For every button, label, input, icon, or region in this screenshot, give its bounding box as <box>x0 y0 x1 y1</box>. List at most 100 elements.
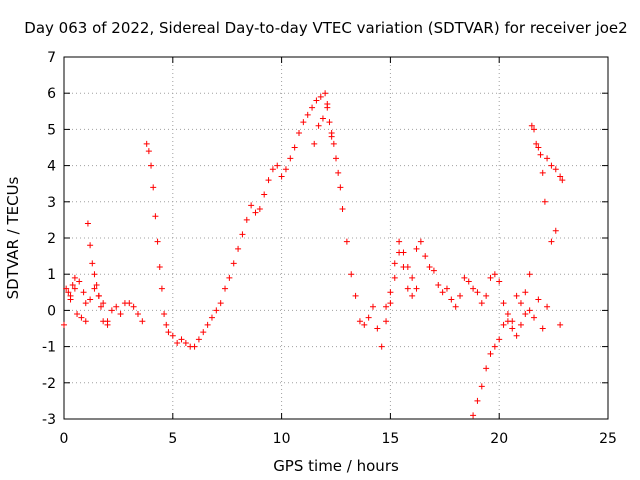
data-point <box>63 285 70 292</box>
data-point <box>134 311 141 318</box>
data-point <box>311 140 318 147</box>
data-point <box>470 285 477 292</box>
data-point <box>531 314 538 321</box>
data-point <box>513 292 520 299</box>
data-point <box>269 166 276 173</box>
data-point <box>531 126 538 133</box>
data-point <box>148 162 155 169</box>
data-point <box>222 285 229 292</box>
data-point <box>387 289 394 296</box>
y-tick-label: -1 <box>42 340 56 356</box>
data-point <box>322 90 329 97</box>
x-axis-label: GPS time / hours <box>273 457 399 475</box>
data-point <box>352 292 359 299</box>
data-point <box>533 140 540 147</box>
data-point <box>87 242 94 249</box>
x-tick-label: 20 <box>490 431 508 447</box>
y-tick-label: 5 <box>47 122 56 138</box>
data-point <box>230 260 237 267</box>
data-point <box>300 119 307 126</box>
x-tick-label: 5 <box>168 431 177 447</box>
data-point <box>557 321 564 328</box>
data-point <box>169 332 176 339</box>
data-point <box>91 285 98 292</box>
data-point <box>474 397 481 404</box>
data-point <box>369 303 376 310</box>
data-point <box>87 296 94 303</box>
data-point <box>526 307 533 314</box>
data-point <box>513 332 520 339</box>
x-tick-label: 10 <box>273 431 291 447</box>
data-point <box>69 282 76 289</box>
data-point <box>95 292 102 299</box>
y-tick-label: 1 <box>47 267 56 283</box>
data-point <box>361 321 368 328</box>
data-point <box>539 325 546 332</box>
data-point <box>117 311 124 318</box>
data-point <box>559 177 566 184</box>
data-point <box>261 191 268 198</box>
data-point <box>404 285 411 292</box>
data-point <box>243 216 250 223</box>
data-point <box>204 321 211 328</box>
data-point <box>378 343 385 350</box>
data-point <box>282 166 289 173</box>
data-point <box>326 119 333 126</box>
data-point <box>195 336 202 343</box>
y-tick-label: 2 <box>47 231 56 247</box>
data-point <box>324 104 331 111</box>
data-point <box>526 271 533 278</box>
data-point <box>548 162 555 169</box>
data-point <box>113 303 120 310</box>
data-point <box>174 339 181 346</box>
data-point <box>200 329 207 336</box>
data-point <box>496 336 503 343</box>
data-point <box>154 238 161 245</box>
x-tick-label: 0 <box>60 431 69 447</box>
data-point <box>191 343 198 350</box>
data-point <box>65 289 72 296</box>
data-point <box>100 300 107 307</box>
data-point <box>539 169 546 176</box>
data-point <box>330 140 337 147</box>
data-point <box>161 311 168 318</box>
data-point <box>182 339 189 346</box>
data-point <box>126 300 133 307</box>
data-point <box>409 292 416 299</box>
data-point <box>557 173 564 180</box>
data-point <box>535 296 542 303</box>
y-axis-label: SDTVAR / TECUs <box>4 176 22 299</box>
data-point <box>465 278 472 285</box>
data-point <box>452 303 459 310</box>
data-point <box>504 318 511 325</box>
data-point <box>76 278 83 285</box>
data-point <box>163 321 170 328</box>
data-point <box>309 104 316 111</box>
data-point <box>178 336 185 343</box>
data-point <box>500 300 507 307</box>
data-point <box>97 303 104 310</box>
data-point <box>226 274 233 281</box>
data-point <box>552 227 559 234</box>
y-tick-label: -2 <box>42 376 56 392</box>
data-point <box>152 213 159 220</box>
data-point <box>82 318 89 325</box>
data-point <box>139 318 146 325</box>
data-point <box>483 365 490 372</box>
data-point <box>71 285 78 292</box>
data-point <box>156 263 163 270</box>
data-point <box>537 151 544 158</box>
data-point <box>470 412 477 419</box>
data-point <box>91 271 98 278</box>
data-point <box>448 296 455 303</box>
data-series-sdtvar <box>61 90 566 419</box>
grid-lines <box>64 57 608 419</box>
data-point <box>457 292 464 299</box>
data-point <box>541 198 548 205</box>
data-point <box>487 274 494 281</box>
data-point <box>491 271 498 278</box>
data-point <box>339 206 346 213</box>
data-point <box>291 144 298 151</box>
y-tick-label: 0 <box>47 303 56 319</box>
